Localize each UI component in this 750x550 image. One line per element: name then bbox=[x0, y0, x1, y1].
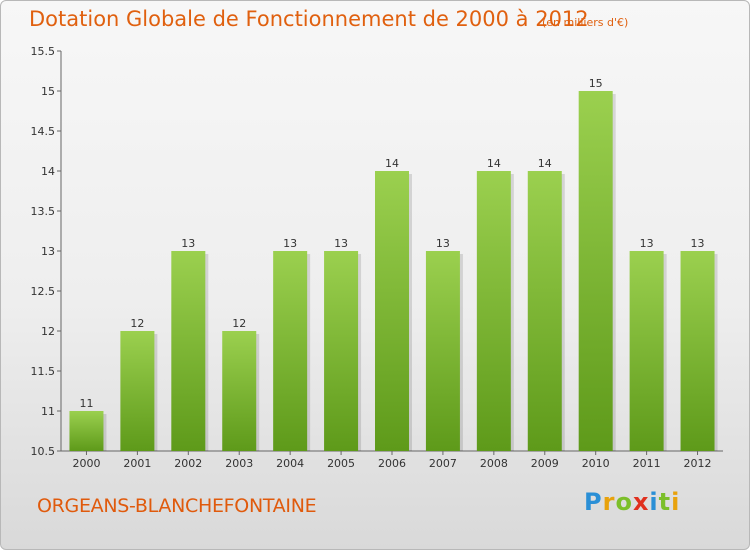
logo-letter: P bbox=[584, 488, 603, 516]
bar-value-label: 11 bbox=[79, 397, 93, 410]
bar bbox=[324, 251, 359, 451]
bar bbox=[425, 251, 460, 451]
y-tick-label: 10.5 bbox=[31, 445, 56, 458]
x-tick-label: 2009 bbox=[531, 457, 559, 470]
x-tick-label: 2008 bbox=[480, 457, 508, 470]
y-tick-label: 11 bbox=[41, 405, 55, 418]
bar-value-label: 12 bbox=[130, 317, 144, 330]
x-tick-label: 2007 bbox=[429, 457, 457, 470]
bar bbox=[680, 251, 715, 451]
bar bbox=[69, 411, 104, 451]
bar-value-label: 13 bbox=[436, 237, 450, 250]
town-name: ORGEANS-BLANCHEFONTAINE bbox=[37, 495, 317, 517]
y-tick-label: 12 bbox=[41, 325, 55, 338]
y-tick-label: 14 bbox=[41, 165, 55, 178]
logo-letter: i bbox=[671, 488, 681, 516]
y-tick-label: 12.5 bbox=[31, 285, 56, 298]
y-tick-label: 14.5 bbox=[31, 125, 56, 138]
y-tick-label: 15.5 bbox=[31, 45, 56, 58]
logo-letter: o bbox=[615, 488, 633, 516]
bar-value-label: 13 bbox=[640, 237, 654, 250]
y-tick-label: 11.5 bbox=[31, 365, 56, 378]
bar-value-label: 14 bbox=[385, 157, 399, 170]
bar bbox=[476, 171, 511, 451]
x-tick-label: 2001 bbox=[123, 457, 151, 470]
bar-value-label: 13 bbox=[334, 237, 348, 250]
bar-value-label: 15 bbox=[589, 77, 603, 90]
bar bbox=[171, 251, 206, 451]
bar bbox=[629, 251, 664, 451]
bar-value-label: 13 bbox=[691, 237, 705, 250]
logo-letter: r bbox=[602, 488, 616, 516]
y-tick-label: 13 bbox=[41, 245, 55, 258]
proxiti-logo: Proxiti bbox=[584, 488, 680, 516]
bar-value-label: 14 bbox=[538, 157, 552, 170]
bar bbox=[578, 91, 613, 451]
x-tick-label: 2003 bbox=[225, 457, 253, 470]
x-tick-label: 2004 bbox=[276, 457, 304, 470]
bar bbox=[375, 171, 409, 451]
chart-title: Dotation Globale de Fonctionnement de 20… bbox=[29, 7, 589, 31]
x-tick-label: 2000 bbox=[72, 457, 100, 470]
y-tick-label: 13.5 bbox=[31, 205, 56, 218]
unit-label: (en milliers d'€) bbox=[542, 16, 629, 29]
x-tick-label: 2012 bbox=[684, 457, 712, 470]
logo-letter: i bbox=[649, 488, 659, 516]
x-tick-label: 2010 bbox=[582, 457, 610, 470]
x-tick-label: 2006 bbox=[378, 457, 406, 470]
bar bbox=[120, 331, 155, 451]
bar bbox=[527, 171, 562, 451]
x-tick-label: 2005 bbox=[327, 457, 355, 470]
bar-value-label: 12 bbox=[232, 317, 246, 330]
logo-letter: x bbox=[632, 488, 650, 516]
x-tick-label: 2002 bbox=[174, 457, 202, 470]
bar bbox=[273, 251, 308, 451]
bar-value-label: 14 bbox=[487, 157, 501, 170]
y-tick-label: 15 bbox=[41, 85, 55, 98]
x-tick-label: 2011 bbox=[633, 457, 661, 470]
logo-letter: t bbox=[658, 488, 672, 516]
bar-value-label: 13 bbox=[181, 237, 195, 250]
bar bbox=[222, 331, 257, 451]
bar-value-label: 13 bbox=[283, 237, 297, 250]
